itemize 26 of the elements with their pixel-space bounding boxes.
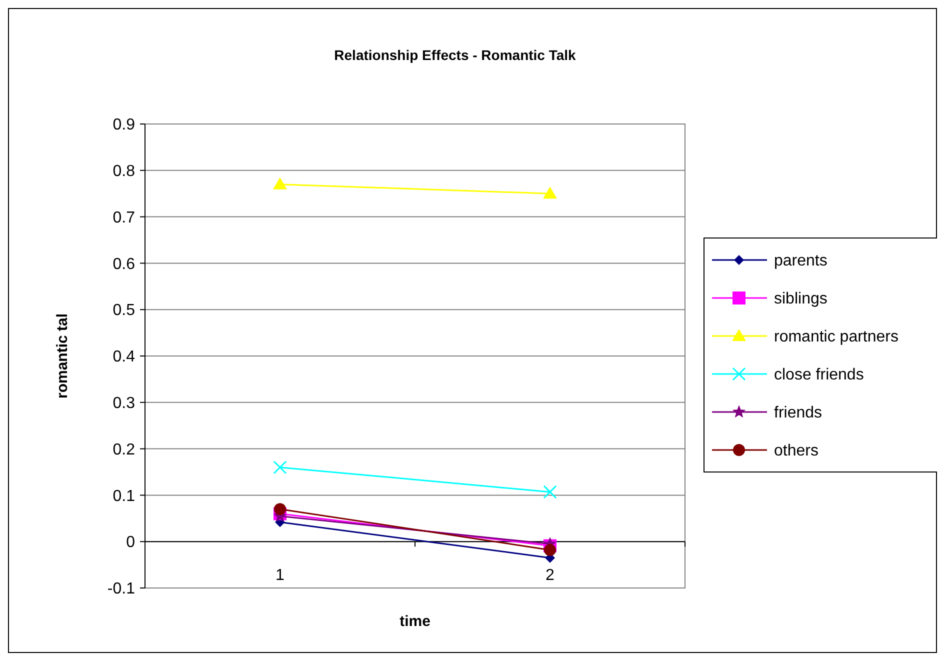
legend-label: close friends [774, 366, 864, 384]
point [544, 544, 556, 556]
point [274, 503, 286, 516]
x-tick-label: 1 [276, 567, 285, 584]
point [543, 485, 557, 499]
y-tick-label: 0.1 [112, 488, 136, 505]
x-tick-label: 2 [546, 567, 555, 584]
legend-label: siblings [774, 290, 828, 308]
y-tick-label: 0.4 [112, 348, 136, 366]
legend-label: parents [774, 252, 828, 270]
y-tick-label: -0.1 [107, 580, 136, 598]
y-tick-label: 0.9 [112, 116, 136, 134]
legend-label: romantic partners [774, 328, 898, 346]
y-tick-label: 0.6 [112, 256, 136, 273]
y-tick-label: 0.3 [112, 395, 136, 412]
y-tick-label: 0.2 [112, 441, 136, 458]
y-tick-label: 0.8 [112, 163, 136, 180]
y-tick-label: 0 [126, 534, 136, 552]
x-axis-title: time [400, 613, 430, 630]
y-tick-label: 0.7 [112, 209, 136, 226]
legend-label: friends [774, 404, 822, 422]
point [273, 460, 287, 474]
y-tick-label: 0.5 [112, 302, 136, 320]
legend-label: others [774, 442, 818, 460]
chart-title: Relationship Effects - Romantic Talk [334, 47, 576, 63]
y-axis-title: romantic tal [54, 313, 71, 399]
